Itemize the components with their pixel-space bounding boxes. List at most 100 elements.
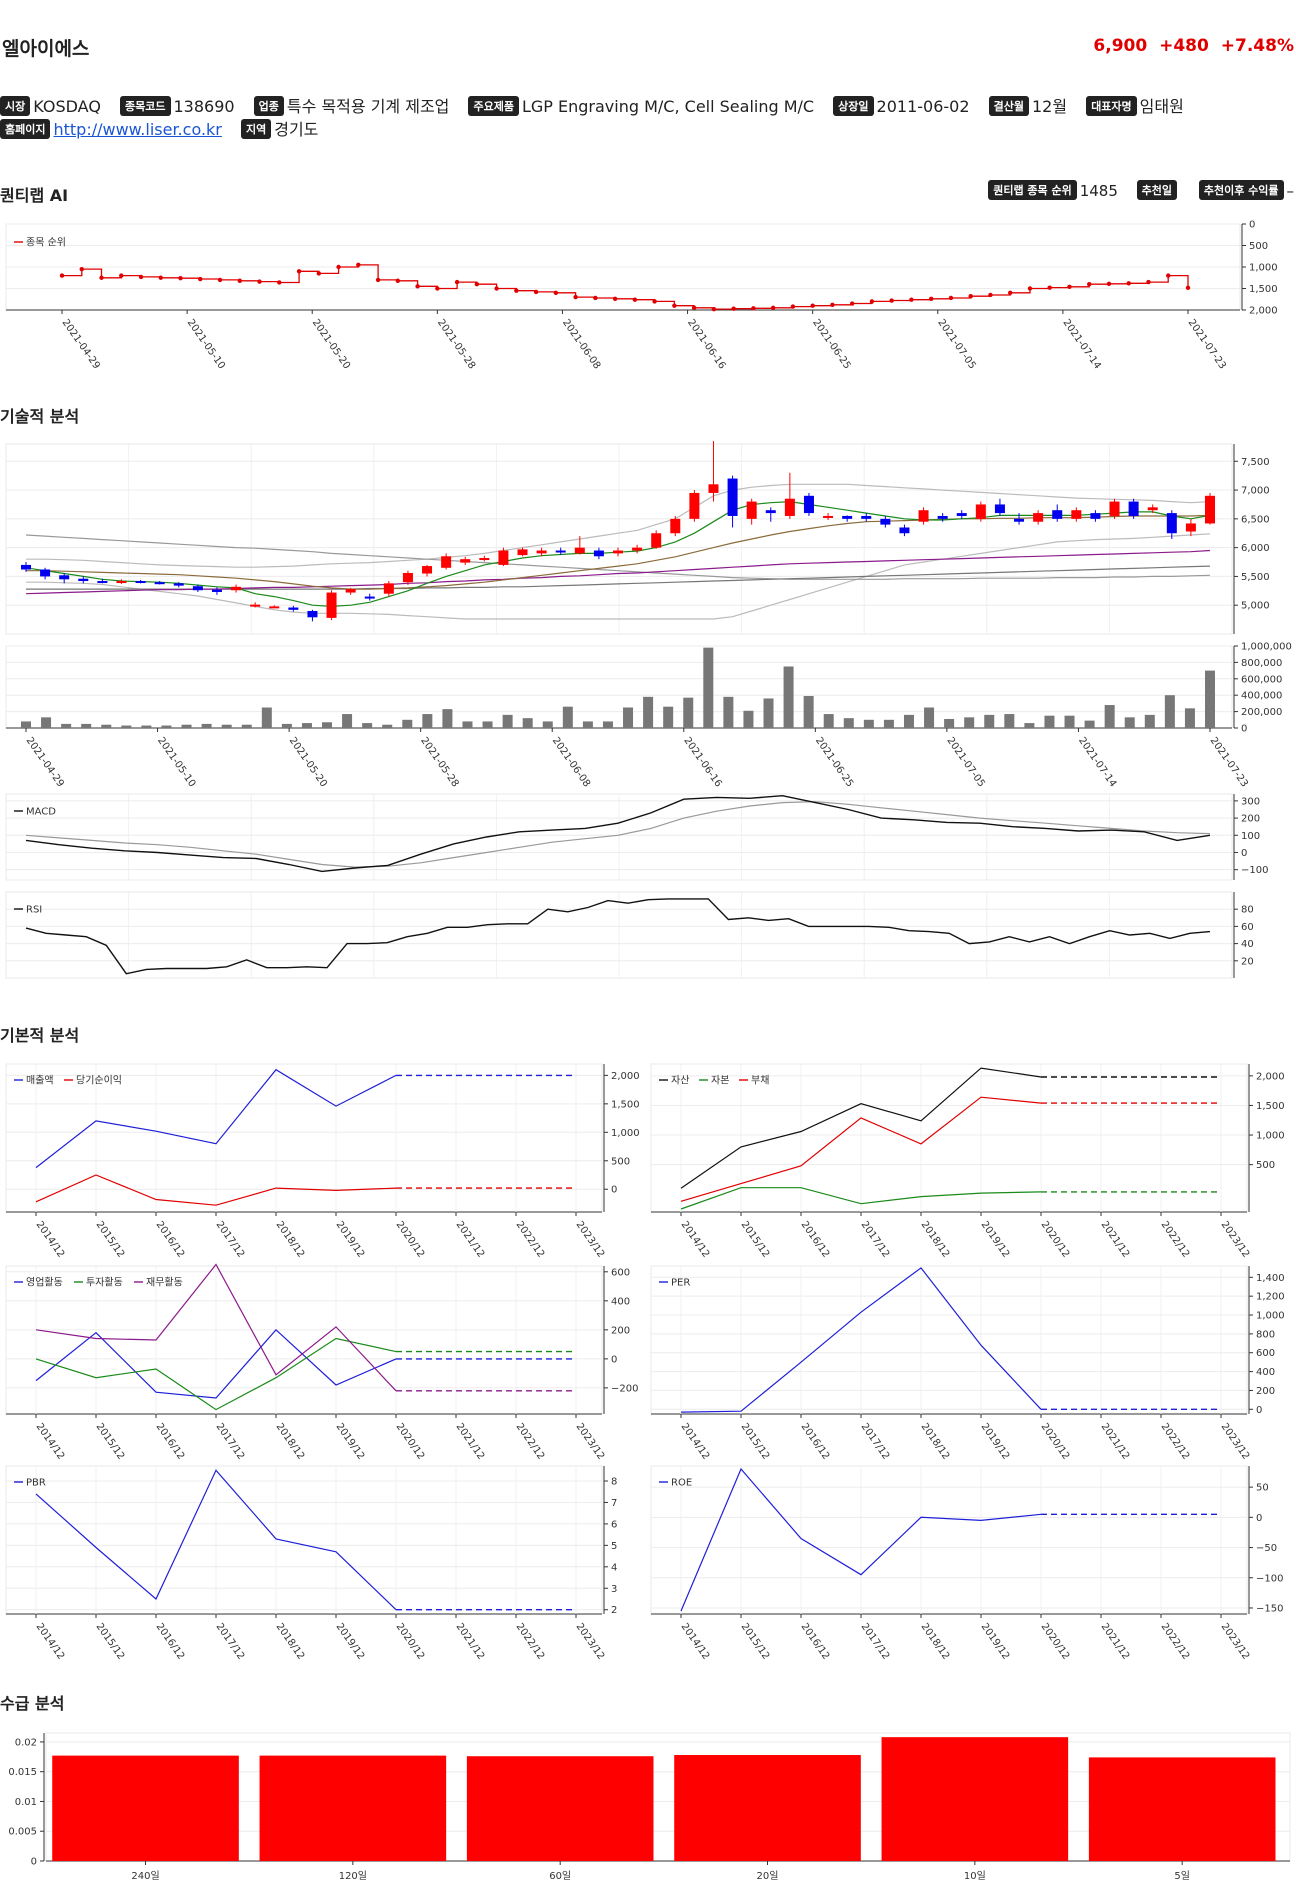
x-tick-label: 2021-06-08 (550, 735, 592, 789)
candle (1205, 495, 1215, 524)
x-tick-label: 2023/12 (574, 1621, 607, 1661)
y-tick-label: 200 (1256, 1386, 1275, 1397)
candle (956, 513, 967, 516)
plot-frame (650, 1265, 1248, 1415)
rank-point (1146, 279, 1151, 285)
volume-bar (663, 706, 674, 728)
legend-label: 종목 순위 (26, 236, 66, 249)
rank-point (257, 279, 262, 284)
candle (40, 569, 51, 577)
y-tick-label: 200 (611, 1325, 630, 1336)
volume-bar (121, 725, 132, 728)
price-row: 6,900 +480 +7.48% (1087, 36, 1294, 56)
candle (1090, 513, 1101, 519)
candle (861, 515, 872, 519)
rank-chart: 0 500 1,000 1,500 2,000 2021-04-29 2021-05-10 2… (5, 220, 1278, 371)
x-tick-label: 20일 (757, 1870, 779, 1882)
candle (59, 575, 70, 580)
plot-frame (5, 1465, 603, 1615)
x-tick-label: 2021/12 (1099, 1421, 1132, 1461)
volume-bar (41, 717, 52, 728)
rank-point (849, 301, 855, 306)
y-tick-label: 400 (611, 1296, 630, 1307)
volume-bar (623, 707, 634, 728)
candle (765, 510, 776, 514)
candle (880, 518, 891, 525)
x-tick-label: 2018/12 (919, 1219, 952, 1259)
macd-chart: −100 0 100 200 300 MACD (5, 793, 1268, 881)
candle (1166, 513, 1177, 534)
x-tick-label: 2014/12 (34, 1219, 67, 1259)
volume-bar (1124, 717, 1135, 728)
x-tick-label: 2021-07-05 (935, 317, 977, 371)
y-tick-label: 500 (1256, 1160, 1275, 1171)
ma60-line (25, 549, 1211, 595)
y-tick-label: 1,000 (1249, 263, 1278, 274)
series-line (680, 1187, 1042, 1210)
volume-bar (81, 723, 92, 728)
x-tick-label: 2015/12 (739, 1421, 772, 1461)
rank-point (514, 288, 519, 293)
rank-point (79, 266, 84, 272)
y-tick-label: 1,000 (1256, 1131, 1285, 1142)
candle (402, 572, 413, 583)
candle (307, 610, 318, 618)
candle (192, 586, 203, 591)
company-name: 엘아이에스 (2, 38, 90, 60)
y-tick-label: 1,000 (1256, 1311, 1285, 1322)
volume-bar (402, 719, 413, 728)
y-tick-label: 600 (611, 1267, 630, 1278)
supply-title: 수급 분석 (0, 1694, 65, 1713)
y-tick-label: 1,000,000 (1241, 642, 1292, 653)
supply-bar (674, 1755, 861, 1861)
candle (441, 556, 452, 568)
volume-bar (422, 714, 433, 728)
y-tick-label: 500 (611, 1156, 630, 1167)
y-tick-label: −100 (1241, 865, 1268, 876)
x-tick-label: 2015/12 (94, 1421, 127, 1461)
candle (708, 484, 719, 493)
x-tick-label: 5일 (1174, 1870, 1190, 1882)
candle (689, 492, 700, 519)
y-tick-label: 5 (611, 1541, 617, 1552)
y-tick-label: 1,500 (1249, 284, 1278, 295)
volume-bar (462, 721, 473, 728)
return-value: – (1286, 182, 1295, 200)
rank-point (119, 273, 124, 278)
rank-line (62, 264, 1189, 310)
y-tick-label: −50 (1256, 1543, 1277, 1554)
rank-point (1008, 290, 1013, 295)
volume-bar (903, 714, 914, 728)
rank-point (454, 279, 460, 285)
volume-bar (683, 697, 694, 728)
supply-bar (52, 1755, 239, 1861)
x-tick-label: 2021-04-29 (24, 735, 66, 789)
return-tag: 추천이후 수익률 (1198, 180, 1284, 200)
rank-point (198, 276, 203, 282)
price-change: +480 (1159, 36, 1209, 56)
candle (1109, 501, 1120, 516)
ma240-line (25, 534, 1211, 580)
series-line (680, 1067, 1042, 1189)
series-line (35, 1068, 397, 1169)
y-tick-label: 0.01 (15, 1797, 37, 1808)
x-tick-label: 240일 (131, 1870, 159, 1882)
volume-bar (602, 721, 613, 728)
region-value: 경기도 (274, 120, 319, 139)
x-tick-label: 2019/12 (334, 1219, 367, 1259)
rank-point (731, 306, 736, 311)
candle (383, 583, 394, 594)
candle (479, 558, 490, 560)
y-tick-label: 0 (1256, 1405, 1262, 1416)
candle (670, 518, 681, 534)
rank-point (1185, 285, 1191, 291)
volume-bar (1064, 715, 1075, 728)
y-tick-label: 0.005 (8, 1827, 37, 1838)
x-tick-label: 2021-06-25 (813, 735, 855, 789)
quant-row: 퀀티랩 종목 순위 1485 추천일 추천이후 수익률 – (988, 180, 1294, 200)
candle (555, 550, 566, 553)
price-change-pct: +7.48% (1220, 36, 1294, 56)
homepage-link[interactable]: http://www.liser.co.kr (53, 120, 222, 139)
candle (116, 581, 127, 584)
candle (1071, 510, 1082, 519)
